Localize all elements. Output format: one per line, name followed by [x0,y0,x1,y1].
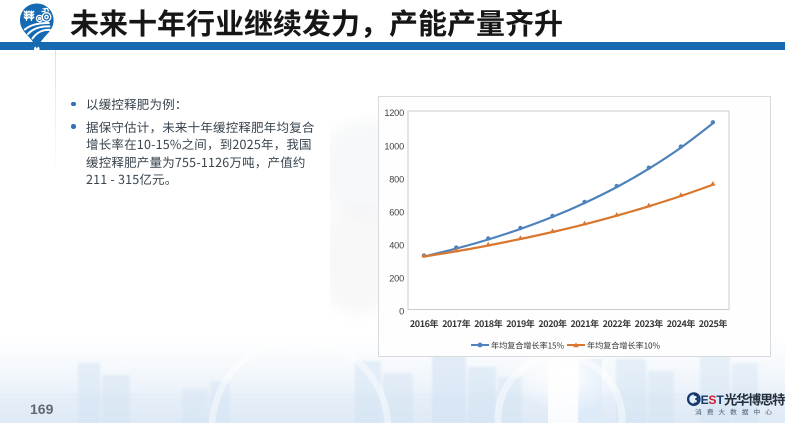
svg-text:2024年: 2024年 [667,317,696,330]
svg-text:E: E [701,393,709,407]
svg-text:800: 800 [389,174,404,184]
svg-text:年均复合增长率15%: 年均复合增长率15% [491,339,565,351]
svg-text:2022年: 2022年 [603,317,632,330]
svg-text:2018年: 2018年 [474,317,503,330]
svg-text:光华博思特: 光华博思特 [724,392,785,408]
svg-text:消费大数据中心: 消费大数据中心 [695,407,777,417]
svg-text:400: 400 [389,241,404,251]
svg-text:2020年: 2020年 [538,317,567,330]
svg-text:2016年: 2016年 [410,317,439,330]
svg-text:600: 600 [389,208,404,218]
svg-text:0: 0 [399,307,404,317]
svg-text:1000: 1000 [384,141,404,151]
svg-text:2019年: 2019年 [506,317,535,330]
svg-text:1200: 1200 [384,108,404,118]
svg-text:S: S [708,393,716,407]
svg-text:200: 200 [389,274,404,284]
svg-text:2021年: 2021年 [570,317,599,330]
svg-text:T: T [716,393,724,407]
svg-text:2025年: 2025年 [699,317,728,330]
svg-text:2023年: 2023年 [635,317,664,330]
svg-text:2017年: 2017年 [442,317,471,330]
svg-text:年均复合增长率10%: 年均复合增长率10% [587,339,661,351]
